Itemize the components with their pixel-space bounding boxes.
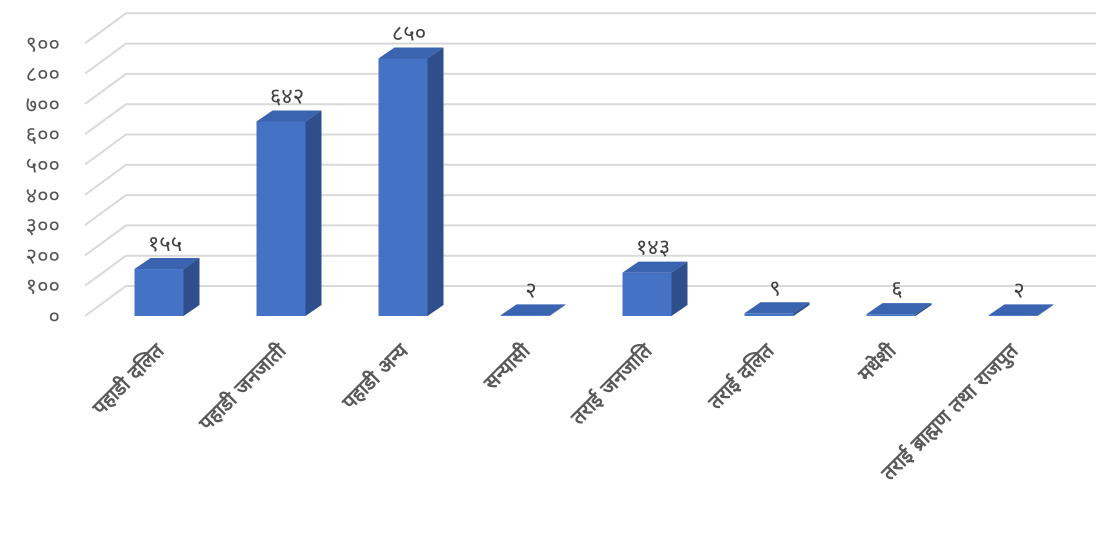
gridline bbox=[84, 133, 1096, 166]
gridline bbox=[84, 12, 1096, 45]
bar-front bbox=[378, 58, 428, 316]
bar-top bbox=[500, 304, 566, 316]
data-label: ६४२ bbox=[270, 84, 304, 109]
y-tick-label: २०० bbox=[26, 244, 60, 269]
x-category-label: तराई दलित bbox=[703, 337, 780, 414]
gridline bbox=[84, 194, 1096, 226]
bar-side bbox=[671, 261, 688, 316]
data-label: १४३ bbox=[636, 236, 670, 261]
data-label: २ bbox=[525, 278, 536, 303]
bar-side bbox=[915, 303, 932, 316]
bar-front bbox=[256, 121, 306, 316]
data-label: ८५० bbox=[392, 21, 426, 46]
bar-top bbox=[622, 261, 688, 273]
bars bbox=[134, 47, 1054, 316]
gridline bbox=[84, 72, 1096, 105]
x-category-label: मधेशी bbox=[852, 338, 901, 387]
x-category-label: सन्यासी bbox=[478, 338, 535, 395]
gridline bbox=[84, 103, 1096, 136]
bar bbox=[866, 303, 932, 316]
bar bbox=[744, 302, 810, 316]
bar bbox=[988, 304, 1054, 316]
bar-top bbox=[256, 110, 322, 122]
y-tick-label: ९०० bbox=[26, 32, 60, 57]
gridline bbox=[84, 163, 1096, 196]
x-category-label: पहाडी जनजाती bbox=[193, 338, 291, 436]
y-tick-label: ७०० bbox=[26, 93, 60, 118]
bar-top bbox=[866, 303, 932, 315]
bar bbox=[256, 110, 322, 316]
bar-side bbox=[427, 47, 444, 316]
bar bbox=[500, 304, 566, 316]
x-category-label: तराई ब्राह्मण तथा राजपुत bbox=[876, 337, 1025, 486]
bar bbox=[622, 261, 688, 316]
gridline bbox=[84, 285, 1096, 317]
y-tick-label: ८०० bbox=[26, 63, 60, 88]
bar bbox=[134, 258, 200, 316]
bar-front bbox=[500, 315, 550, 316]
bar-front bbox=[988, 315, 1038, 316]
y-tick-label: ४०० bbox=[26, 184, 60, 209]
gridline bbox=[84, 42, 1096, 75]
x-category-label: तराई जनजाति bbox=[565, 337, 657, 429]
x-axis-categories: पहाडी दलित पहाडी जनजाती पहाडी अन्य सन्यासी त… bbox=[87, 337, 1025, 486]
bar-front bbox=[744, 313, 794, 316]
data-label: १५५ bbox=[148, 232, 182, 257]
bar-side bbox=[183, 258, 200, 316]
bar bbox=[378, 47, 444, 316]
y-tick-label: ६०० bbox=[26, 123, 60, 148]
bar-side bbox=[1037, 304, 1054, 316]
y-axis-ticks: ० १०० २०० ३०० ४०० ५०० ६०० ७०० ८०० ९०० bbox=[26, 32, 60, 330]
y-tick-label: ० bbox=[49, 305, 60, 330]
bar-side bbox=[793, 302, 810, 316]
y-tick-label: ५०० bbox=[26, 154, 60, 179]
bar-front bbox=[134, 269, 184, 316]
y-tick-label: ३०० bbox=[26, 214, 60, 239]
bar-front bbox=[866, 314, 916, 316]
gridline bbox=[84, 224, 1096, 257]
gridlines bbox=[84, 12, 1096, 317]
bar-top bbox=[378, 47, 444, 59]
y-tick-label: १०० bbox=[26, 275, 60, 300]
bar-front bbox=[622, 272, 672, 316]
data-labels: १५५ ६४२ ८५० २ १४३ ९ ६ २ bbox=[148, 21, 1025, 303]
bar-top bbox=[988, 304, 1054, 316]
data-label: २ bbox=[1013, 278, 1024, 303]
bar-side bbox=[549, 304, 566, 316]
x-category-label: पहाडी अन्य bbox=[336, 338, 413, 415]
bar-top bbox=[134, 258, 200, 270]
data-label: ९ bbox=[769, 276, 780, 301]
bar-side bbox=[305, 110, 322, 316]
bar-top bbox=[744, 302, 810, 314]
gridline bbox=[84, 254, 1096, 287]
x-category-label: पहाडी दलित bbox=[87, 337, 170, 420]
data-label: ६ bbox=[891, 277, 902, 302]
